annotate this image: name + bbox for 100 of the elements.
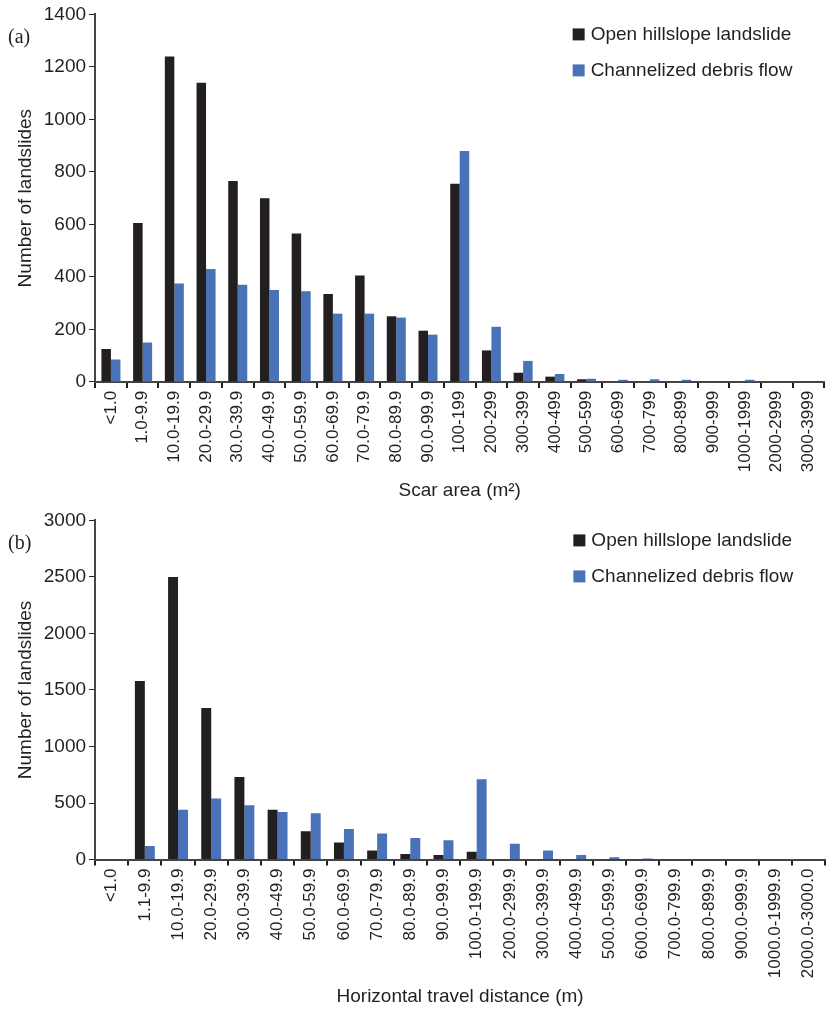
x-tick-label: 50.0-59.9: [290, 390, 310, 463]
bar: [428, 334, 438, 382]
bar: [377, 833, 388, 860]
bar: [211, 798, 222, 860]
x-axis-title: Horizontal travel distance (m): [336, 984, 584, 1006]
legend-label: Open hillslope landslide: [591, 528, 793, 550]
bar: [178, 809, 188, 860]
x-tick-label: 200-299: [481, 390, 501, 454]
bar: [491, 326, 501, 382]
bar: [418, 330, 429, 382]
bar: [168, 576, 179, 860]
bar: [228, 181, 238, 382]
x-tick-label: 300-399: [512, 390, 532, 454]
x-tick-label: 70.0-79.9: [366, 868, 386, 941]
bar: [134, 680, 145, 860]
y-tick-label: 1000: [43, 107, 87, 129]
y-tick-label: 2500: [43, 565, 87, 587]
text: (a): [8, 25, 31, 49]
x-tick-label: 60.0-69.9: [322, 390, 342, 463]
bar: [509, 843, 520, 860]
bar: [386, 316, 397, 382]
x-tick-label: 40.0-49.9: [259, 390, 279, 463]
bar: [323, 293, 333, 382]
x-tick-label: <1.0: [101, 868, 121, 903]
x-tick-label: 80.0-89.9: [400, 868, 419, 941]
x-tick-label: 20.0-29.9: [200, 868, 220, 941]
bar: [332, 313, 343, 382]
y-tick-label: 500: [54, 791, 87, 813]
bar: [196, 82, 207, 382]
x-tick-label: 200.0-299.9: [499, 868, 519, 960]
bar: [101, 349, 111, 382]
bar: [244, 805, 255, 860]
bar: [133, 223, 143, 382]
x-tick-label: 90.0-99.9: [417, 390, 437, 463]
x-tick-label: 1.0-9.9: [132, 390, 152, 444]
y-tick-label: 1400: [43, 2, 87, 24]
x-tick-label: 2000.0-3000.0: [798, 868, 818, 979]
bar: [269, 290, 279, 382]
bar: [206, 269, 216, 382]
bar: [410, 838, 421, 860]
x-tick-label: 30.0-39.9: [227, 390, 247, 463]
y-tick-label: 200: [54, 317, 87, 339]
x-tick-label: 500.0-599.9: [599, 868, 619, 960]
bar: [476, 779, 487, 860]
bar: [144, 845, 155, 860]
bar: [343, 829, 354, 860]
x-tick-label: 2000-2999: [766, 390, 786, 473]
bar: [450, 183, 460, 382]
x-tick-label: 1000-1999: [734, 390, 754, 473]
y-axis-title: Number of landslides: [13, 600, 35, 780]
x-tick-label: 10.0-19.9: [164, 390, 184, 463]
x-tick-label: 100-199: [449, 390, 469, 454]
x-tick-label: 600-699: [607, 390, 627, 454]
y-tick-label: 400: [54, 265, 87, 287]
bar: [523, 360, 533, 382]
bar: [481, 350, 492, 382]
bar: [300, 831, 311, 860]
bar: [433, 855, 444, 860]
legend-label: Channelized debris flow: [590, 58, 793, 80]
x-tick-label: 1.1-9.9: [134, 868, 154, 922]
x-tick-label: 600.0-699.9: [632, 868, 652, 960]
bar: [367, 850, 378, 860]
bar: [259, 198, 270, 382]
x-tick-label: 300.0-399.9: [532, 868, 552, 960]
bar: [310, 813, 321, 860]
bar: [267, 809, 278, 860]
bar: [234, 777, 245, 860]
bar: [291, 233, 302, 382]
x-tick-label: 800.0-899.9: [698, 868, 718, 960]
x-tick-label: 900-999: [703, 390, 723, 454]
y-tick-label: 1500: [43, 678, 87, 700]
legend-label: Open hillslope landslide: [590, 22, 792, 44]
bar: [576, 855, 587, 860]
x-tick-label: 3000-3999: [798, 390, 818, 473]
bar: [237, 284, 248, 382]
bar: [174, 283, 184, 382]
y-axis-title: Number of landslides: [13, 108, 35, 288]
x-tick-label: 60.0-69.9: [333, 868, 353, 941]
y-tick-label: 1200: [43, 55, 87, 77]
x-tick-label: 80.0-89.9: [385, 390, 405, 463]
y-tick-label: 0: [75, 370, 87, 392]
bar: [554, 374, 565, 382]
bar: [543, 850, 553, 860]
y-tick-label: 600: [54, 212, 87, 234]
bar: [577, 379, 587, 382]
bar: [355, 275, 365, 382]
x-tick-label: 500-599: [576, 390, 596, 454]
x-tick-label: 900.0-999.9: [731, 868, 751, 960]
bar: [443, 840, 454, 860]
bar: [396, 317, 406, 382]
x-tick-label: 400.0-499.9: [565, 868, 585, 960]
x-tick-label: 90.0-99.9: [433, 868, 453, 941]
y-tick-label: 2000: [43, 621, 87, 643]
y-tick-label: 1000: [43, 734, 87, 756]
text: (b): [8, 531, 32, 555]
x-tick-label: 800-899: [671, 390, 691, 454]
x-tick-label: 700.0-799.9: [665, 868, 685, 960]
x-tick-label: <1.0: [100, 390, 120, 425]
y-tick-label: 3000: [43, 508, 87, 530]
bar: [201, 708, 212, 860]
